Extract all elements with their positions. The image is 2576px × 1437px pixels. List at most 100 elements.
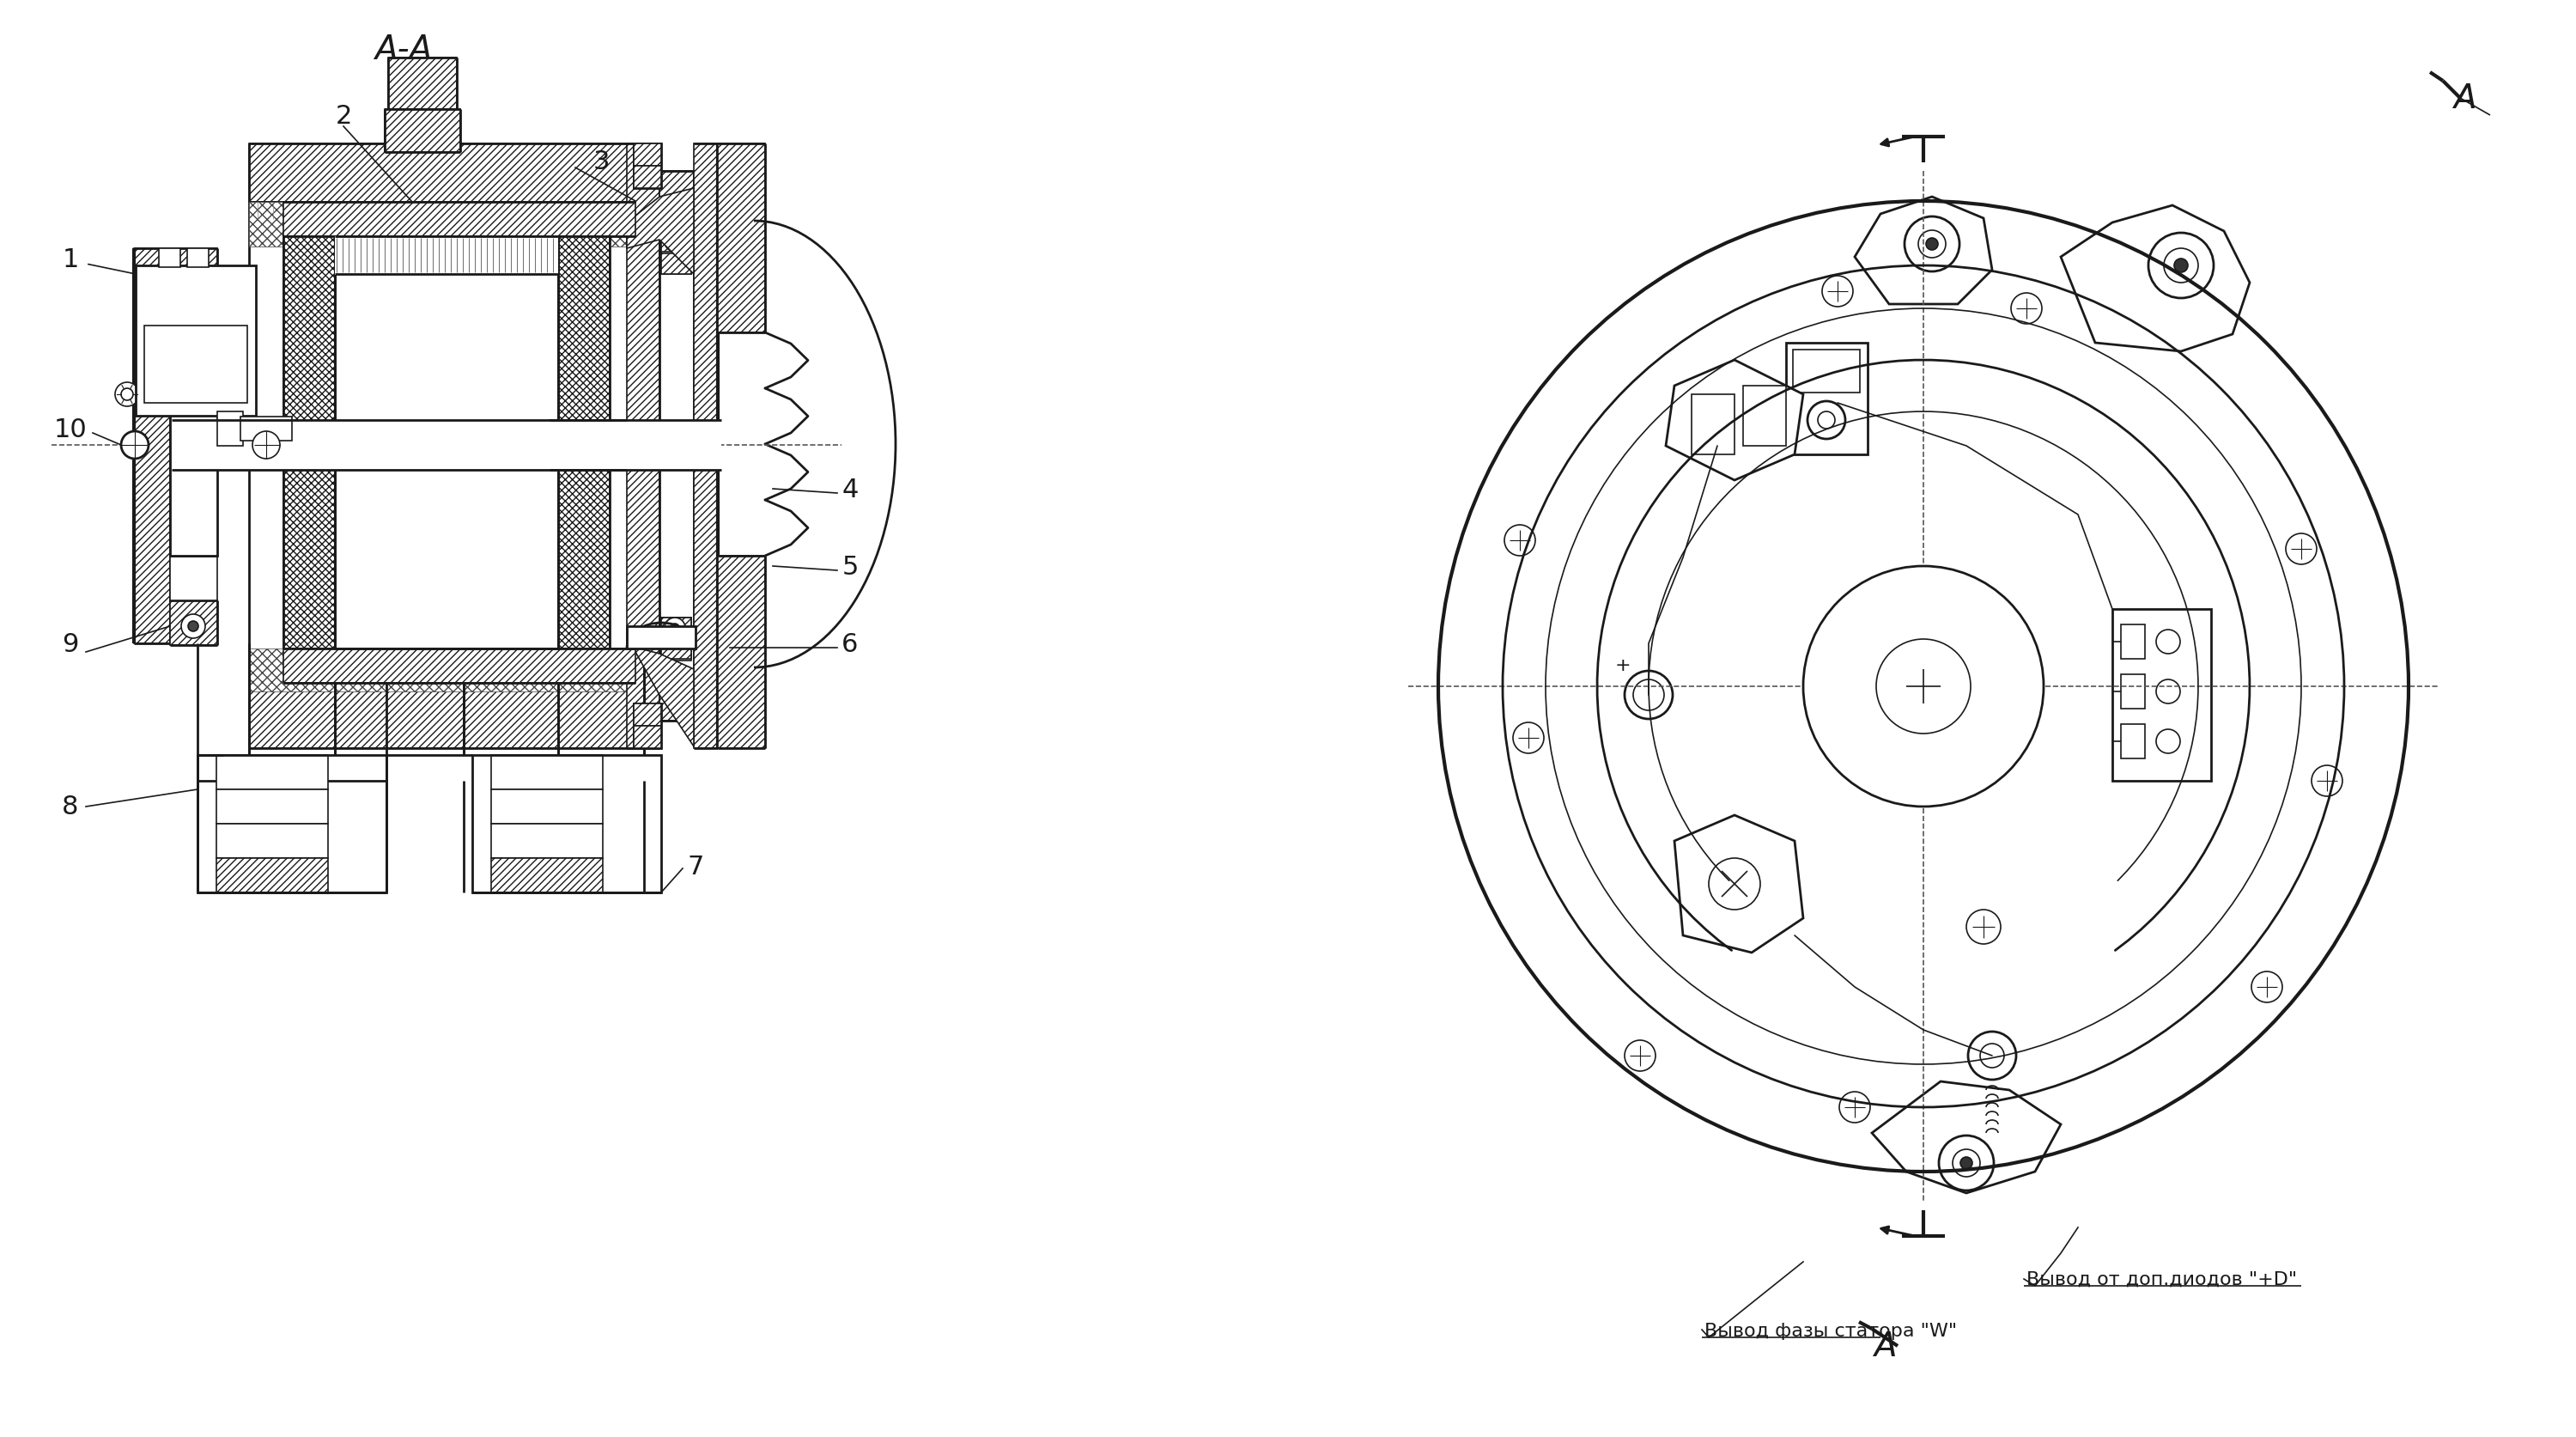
Circle shape — [1953, 1150, 1981, 1177]
Bar — [626, 144, 659, 749]
Text: Вывод фазы статора "W": Вывод фазы статора "W" — [1705, 1322, 1958, 1339]
Bar — [283, 650, 636, 684]
Bar — [103, 103, 935, 944]
Text: 2: 2 — [335, 103, 353, 128]
Bar — [662, 254, 690, 274]
Circle shape — [252, 431, 281, 460]
Bar — [170, 556, 216, 601]
Bar — [719, 556, 765, 749]
Text: Вывод от доп.диодов "+D": Вывод от доп.диодов "+D" — [2027, 1270, 2298, 1288]
Bar — [634, 144, 662, 167]
Bar — [384, 109, 461, 152]
Bar — [188, 249, 209, 267]
Bar — [2120, 625, 2146, 660]
Bar — [1744, 387, 1785, 447]
Circle shape — [1981, 1043, 2004, 1068]
Bar — [634, 704, 662, 726]
Bar — [198, 756, 386, 892]
Bar — [250, 144, 636, 203]
Bar — [693, 144, 719, 749]
Circle shape — [2156, 629, 2179, 654]
Circle shape — [1803, 566, 2043, 808]
Bar — [1785, 343, 1868, 456]
Bar — [389, 59, 456, 109]
Bar — [634, 704, 662, 749]
Circle shape — [670, 237, 680, 246]
Circle shape — [2148, 233, 2213, 299]
Bar — [662, 231, 690, 274]
Bar — [137, 266, 255, 417]
Circle shape — [1968, 1032, 2017, 1079]
Circle shape — [1821, 276, 1852, 308]
Bar — [216, 756, 327, 790]
Bar — [471, 756, 662, 892]
Bar — [1793, 351, 1860, 394]
Polygon shape — [626, 188, 693, 274]
Bar — [335, 237, 559, 276]
Bar — [634, 144, 662, 188]
Bar — [2112, 609, 2210, 782]
Circle shape — [1875, 639, 1971, 734]
Circle shape — [670, 624, 680, 632]
Circle shape — [116, 382, 139, 407]
Circle shape — [2311, 766, 2342, 796]
Circle shape — [2012, 293, 2043, 325]
Bar — [634, 167, 662, 188]
Bar — [559, 237, 611, 650]
Polygon shape — [1674, 816, 1803, 953]
Circle shape — [665, 618, 685, 638]
Text: A-A: A-A — [374, 33, 433, 66]
Bar — [662, 231, 690, 253]
Text: 6: 6 — [842, 631, 858, 657]
Bar — [283, 203, 636, 237]
Bar — [492, 790, 603, 823]
Text: 9: 9 — [62, 631, 80, 657]
Bar — [335, 237, 559, 650]
Bar — [659, 171, 693, 223]
Bar — [216, 858, 327, 892]
Circle shape — [1965, 910, 2002, 944]
Bar — [134, 249, 170, 644]
Bar — [659, 670, 693, 721]
Bar — [662, 638, 690, 660]
Bar — [662, 618, 690, 638]
Circle shape — [121, 431, 149, 460]
Circle shape — [2174, 259, 2187, 273]
Circle shape — [1919, 231, 1945, 259]
Polygon shape — [626, 637, 693, 747]
Bar — [144, 326, 247, 404]
Bar — [216, 412, 242, 447]
Circle shape — [1960, 1157, 1973, 1170]
Bar — [216, 823, 327, 858]
Bar — [283, 203, 636, 691]
Bar — [719, 144, 765, 333]
Circle shape — [1504, 526, 1535, 556]
Bar — [662, 618, 690, 661]
Bar — [250, 690, 636, 749]
Polygon shape — [1873, 1082, 2061, 1193]
Circle shape — [1625, 1040, 1656, 1072]
Bar — [216, 790, 327, 823]
Bar — [250, 203, 636, 247]
Circle shape — [2156, 730, 2179, 753]
Circle shape — [2251, 971, 2282, 1003]
Circle shape — [1340, 103, 2506, 1270]
Bar — [160, 249, 180, 267]
Circle shape — [1808, 402, 1844, 440]
Polygon shape — [1667, 361, 1803, 481]
Polygon shape — [2061, 205, 2249, 352]
Circle shape — [188, 303, 198, 315]
Bar — [250, 650, 636, 691]
Bar — [634, 726, 662, 749]
Circle shape — [1512, 723, 1543, 753]
Text: A: A — [1873, 1329, 1896, 1362]
Circle shape — [1625, 671, 1672, 720]
Bar — [170, 249, 216, 293]
Text: 7: 7 — [688, 855, 703, 879]
Circle shape — [188, 621, 198, 632]
Bar — [2120, 724, 2146, 759]
Circle shape — [1904, 217, 1960, 272]
Text: +: + — [1615, 657, 1631, 674]
Circle shape — [121, 389, 134, 401]
Text: 3: 3 — [592, 149, 611, 174]
